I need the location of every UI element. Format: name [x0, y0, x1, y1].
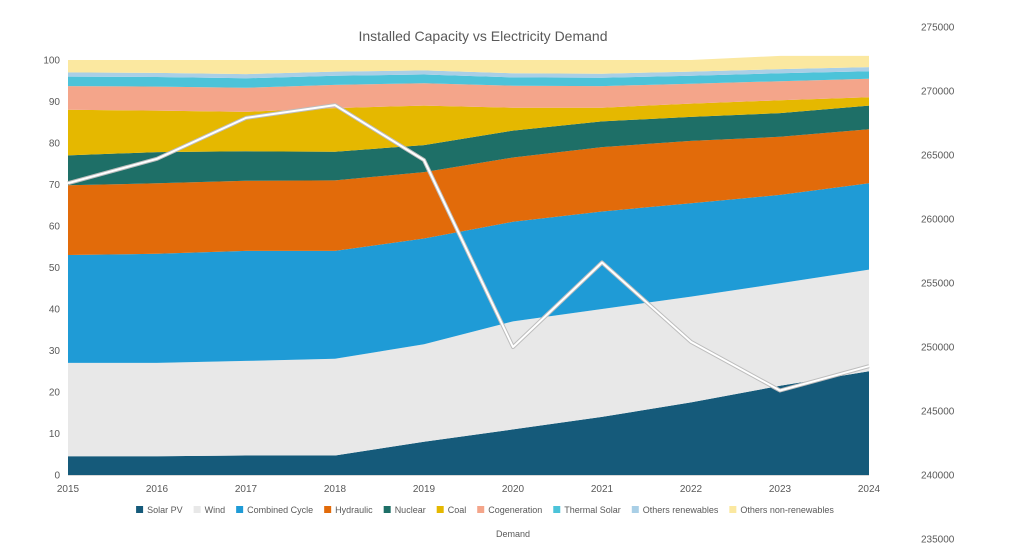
legend-swatch: [193, 506, 201, 513]
legend-label-demand: Demand: [496, 529, 530, 539]
area-solar-pv: [68, 371, 869, 475]
legend-item-others-non-renewables: Others non-renewables: [729, 505, 834, 515]
legend-label: Hydraulic: [335, 505, 373, 515]
demand-line: [67, 104, 870, 392]
legend-label: Cogeneration: [488, 505, 542, 515]
y-tick-label: 100: [43, 56, 60, 67]
chart-title: Installed Capacity vs Electricity Demand: [359, 28, 608, 44]
legend-item-combined-cycle: Combined Cycle: [236, 505, 313, 515]
x-tick-label: 2015: [57, 484, 80, 495]
legend-swatch: [436, 506, 444, 513]
y2-tick-label: 240000: [921, 471, 955, 482]
legend-item-coal: Coal: [436, 505, 467, 515]
area-cogeneration: [68, 78, 869, 112]
x-tick-label: 2020: [502, 484, 525, 495]
legend-swatch: [477, 506, 485, 513]
legend-label: Wind: [205, 505, 226, 515]
area-others-renewables: [68, 67, 869, 79]
legend-label: Thermal Solar: [564, 505, 621, 515]
y2-tick-label: 255000: [921, 279, 955, 290]
area-others-non-renewables: [68, 55, 869, 75]
y-tick-label: 30: [49, 346, 61, 357]
legend-item-nuclear: Nuclear: [383, 505, 426, 515]
legend-label: Others non-renewables: [740, 505, 834, 515]
area-hydraulic: [68, 129, 869, 255]
y-tick-label: 40: [49, 305, 61, 316]
y2-tick-label: 260000: [921, 215, 955, 226]
x-tick-label: 2024: [858, 484, 881, 495]
stacked-areas: [67, 55, 870, 475]
legend-label: Combined Cycle: [247, 505, 313, 515]
legend: Solar PV Wind Combined Cycle Hydraulic Nucle…: [136, 505, 834, 515]
legend-label: Others renewables: [643, 505, 719, 515]
x-tick-label: 2017: [235, 484, 258, 495]
y2-tick-label: 250000: [921, 343, 955, 354]
legend-item-solar-pv: Solar PV: [136, 505, 183, 515]
y-tick-label: 90: [49, 97, 61, 108]
y2-tick-label: 270000: [921, 87, 955, 98]
legend-swatch: [383, 506, 391, 513]
y-tick-label: 70: [49, 180, 61, 191]
x-tick-label: 2023: [769, 484, 792, 495]
y2-tick-label: 235000: [921, 535, 955, 546]
y-tick-label: 50: [49, 263, 61, 274]
legend-item-wind: Wind: [193, 505, 226, 515]
area-thermal-solar: [68, 71, 869, 88]
y-tick-label: 10: [49, 429, 61, 440]
area-coal: [68, 97, 869, 156]
x-axis: 2015 2016 2017 2018 2019 2020 2021 2022 2023 2024: [57, 475, 881, 495]
y2-tick-label: 265000: [921, 151, 955, 162]
y-tick-label: 80: [49, 139, 61, 150]
legend-item-thermal-solar: Thermal Solar: [553, 505, 621, 515]
legend-swatch: [236, 506, 244, 513]
legend-label: Coal: [448, 505, 467, 515]
legend-item-hydraulic: Hydraulic: [324, 505, 373, 515]
x-tick-label: 2018: [324, 484, 347, 495]
y2-tick-label: 275000: [921, 23, 955, 34]
y-axis-right: 235000 240000 245000 250000 255000 260000 2650…: [921, 23, 955, 546]
legend-swatch: [136, 506, 144, 513]
x-tick-label: 2021: [591, 484, 614, 495]
area-nuclear: [68, 105, 869, 186]
legend-swatch: [553, 506, 561, 513]
legend-item-cogeneration: Cogeneration: [477, 505, 542, 515]
x-tick-label: 2022: [680, 484, 703, 495]
legend-swatch: [324, 506, 332, 513]
area-combined-cycle: [68, 183, 869, 363]
legend-label: Nuclear: [395, 505, 426, 515]
legend-item-others-renewables: Others renewables: [631, 505, 719, 515]
y-tick-label: 20: [49, 388, 61, 399]
y2-tick-label: 245000: [921, 407, 955, 418]
legend-swatch: [729, 506, 737, 513]
y-tick-label: 60: [49, 222, 61, 233]
y-tick-label: 0: [54, 471, 60, 482]
x-tick-label: 2016: [146, 484, 169, 495]
area-wind: [68, 269, 869, 457]
y-axis-left: 0 10 20 30 40 50 60 70 80 90 100: [43, 56, 60, 482]
legend-swatch: [631, 506, 639, 513]
x-tick-label: 2019: [413, 484, 436, 495]
legend-label: Solar PV: [147, 505, 183, 515]
